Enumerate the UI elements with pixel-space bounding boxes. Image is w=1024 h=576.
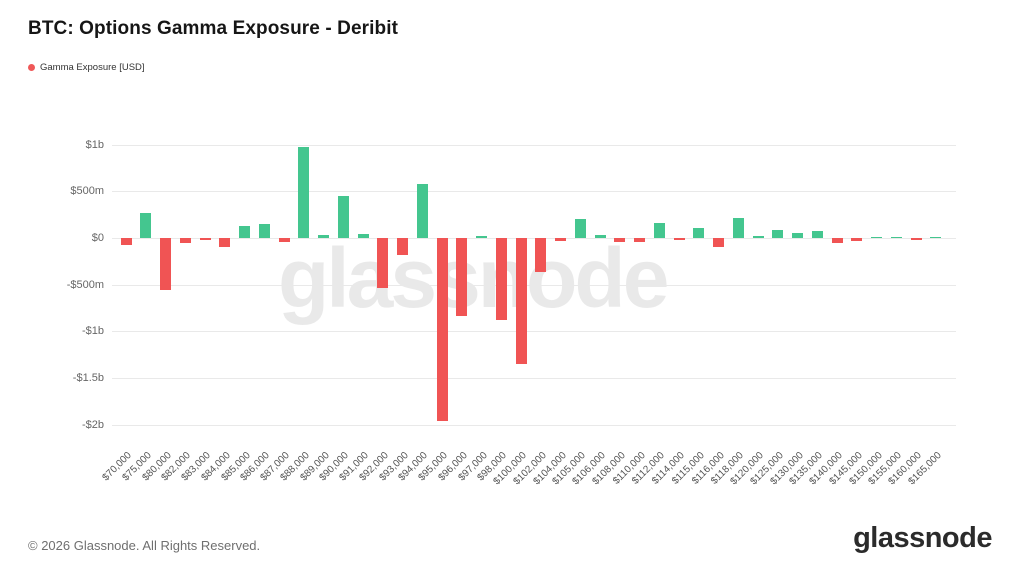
gamma-bar-165000[interactable] xyxy=(930,237,942,238)
y-tick-label: -$2b xyxy=(81,418,104,431)
gamma-bar-92000[interactable] xyxy=(377,238,389,289)
y-tick-label: -$1b xyxy=(81,325,104,338)
gamma-bar-116000[interactable] xyxy=(713,238,724,247)
gamma-bar-95000[interactable] xyxy=(436,238,448,422)
gamma-bar-130000[interactable] xyxy=(792,232,803,238)
gamma-bar-125000[interactable] xyxy=(772,229,784,238)
gamma-bar-86000[interactable] xyxy=(258,224,270,238)
gamma-bar-160000[interactable] xyxy=(910,238,922,241)
gridline xyxy=(112,284,956,286)
gamma-bar-88000[interactable] xyxy=(298,146,310,238)
gamma-bar-140000[interactable] xyxy=(831,238,843,243)
y-tick-label: -$1.5b xyxy=(72,372,104,385)
gamma-bar-108000[interactable] xyxy=(614,238,626,243)
gamma-bar-114000[interactable] xyxy=(673,238,685,241)
gridline xyxy=(112,331,956,333)
gamma-bar-84000[interactable] xyxy=(219,238,231,248)
gridline xyxy=(112,378,956,380)
gridline xyxy=(112,144,956,146)
gridline xyxy=(112,238,956,239)
gamma-bar-96000[interactable] xyxy=(456,238,468,316)
gamma-bar-85000[interactable] xyxy=(239,225,250,238)
watermark: glassnode xyxy=(278,231,669,325)
gamma-bar-110000[interactable] xyxy=(634,238,645,243)
gamma-bar-120000[interactable] xyxy=(752,235,764,238)
y-tick-label: $500m xyxy=(70,185,104,198)
gamma-bar-80000[interactable] xyxy=(160,238,171,290)
gamma-bar-135000[interactable] xyxy=(811,230,823,238)
gamma-bar-82000[interactable] xyxy=(179,238,191,243)
gamma-bar-70000[interactable] xyxy=(120,238,132,245)
gamma-bar-115000[interactable] xyxy=(693,228,705,238)
gamma-bar-94000[interactable] xyxy=(416,184,428,238)
y-tick-label: $0 xyxy=(91,232,104,244)
gamma-bar-105000[interactable] xyxy=(574,218,586,238)
y-tick-label: -$500m xyxy=(66,278,104,291)
copyright-text: © 2026 Glassnode. All Rights Reserved. xyxy=(28,538,261,553)
gamma-bar-83000[interactable] xyxy=(199,238,211,241)
glassnode-logo: glassnode xyxy=(853,522,992,554)
gamma-bar-104000[interactable] xyxy=(555,238,566,241)
legend-item-gamma-exposure[interactable]: Gamma Exposure [USD] xyxy=(28,62,145,73)
gamma-bar-118000[interactable] xyxy=(732,218,744,238)
gamma-bar-98000[interactable] xyxy=(495,238,507,320)
gamma-bar-90000[interactable] xyxy=(337,196,349,238)
gamma-bar-150000[interactable] xyxy=(871,237,882,238)
legend-label: Gamma Exposure [USD] xyxy=(40,62,145,73)
y-tick-label: $1b xyxy=(85,138,104,151)
gamma-bar-145000[interactable] xyxy=(851,238,863,241)
gamma-bar-112000[interactable] xyxy=(653,222,665,238)
gridline xyxy=(112,424,956,426)
gamma-bar-100000[interactable] xyxy=(515,238,527,365)
gamma-bar-89000[interactable] xyxy=(318,235,329,238)
legend-marker-icon xyxy=(28,64,35,71)
gridline xyxy=(112,191,956,193)
gamma-bar-97000[interactable] xyxy=(476,235,487,238)
gamma-bar-106000[interactable] xyxy=(594,235,606,238)
gamma-bar-91000[interactable] xyxy=(357,234,369,238)
chart-title: BTC: Options Gamma Exposure - Deribit xyxy=(28,18,399,39)
gamma-bar-155000[interactable] xyxy=(890,237,902,238)
gamma-bar-93000[interactable] xyxy=(397,238,408,255)
gamma-bar-102000[interactable] xyxy=(535,238,547,272)
gamma-bar-75000[interactable] xyxy=(140,212,152,238)
gamma-bar-87000[interactable] xyxy=(278,238,290,243)
